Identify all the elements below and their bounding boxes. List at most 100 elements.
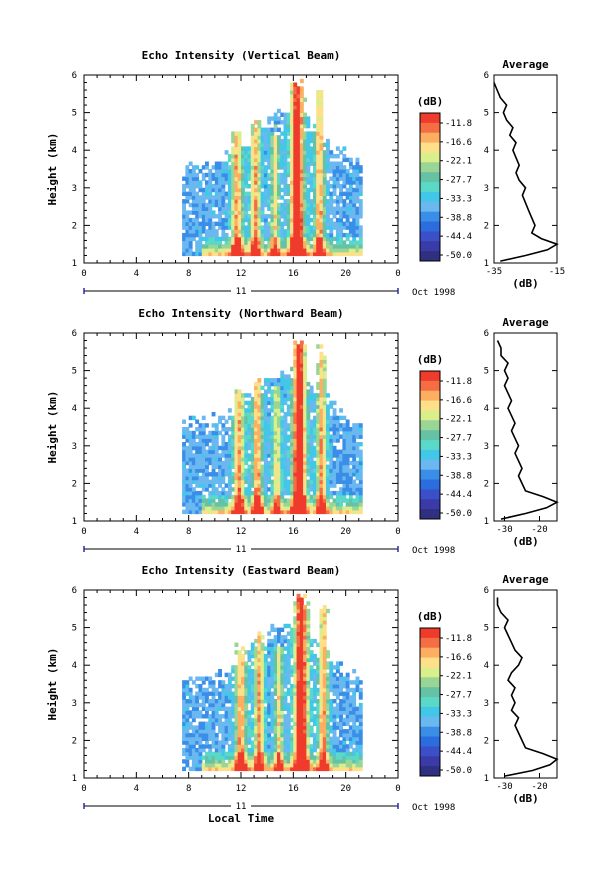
- avg-y-tick-label: 5: [484, 109, 489, 119]
- heatmap-cell: [202, 225, 206, 229]
- heatmap-cell: [329, 703, 333, 707]
- heatmap-cell: [182, 188, 186, 192]
- heatmap-cells: [182, 594, 363, 771]
- heatmap-cell: [359, 502, 363, 506]
- colorbar-label: -38.8: [445, 213, 472, 223]
- heatmap-cell: [310, 725, 314, 729]
- heatmap-cell: [339, 502, 343, 506]
- heatmap-cell: [280, 371, 284, 375]
- y-tick-label: 4: [72, 146, 77, 156]
- heatmap-cell: [323, 631, 327, 635]
- heatmap-cell: [359, 237, 363, 241]
- heatmap-cell: [293, 83, 297, 87]
- x-tick-label: 0: [81, 527, 86, 537]
- heatmap-cell: [221, 188, 225, 192]
- heatmap-cell: [195, 173, 199, 177]
- heatmap-cell: [208, 207, 212, 211]
- heatmap-cell: [192, 169, 196, 173]
- heatmap-cell: [359, 431, 363, 435]
- y-tick-label: 5: [72, 367, 77, 377]
- heatmap-cell: [329, 661, 333, 665]
- heatmap-cell: [359, 423, 363, 427]
- avg-y-tick-label: 3: [484, 442, 489, 452]
- heatmap-cell: [359, 457, 363, 461]
- heatmap-cell: [333, 188, 337, 192]
- x-tick-label: 16: [288, 527, 299, 537]
- heatmap-cell: [339, 150, 343, 154]
- heatmap-cell: [280, 225, 284, 229]
- panel-title: Echo Intensity (Northward Beam): [138, 307, 343, 320]
- heatmap-cell: [303, 594, 307, 598]
- heatmap-cell: [310, 386, 314, 390]
- heatmap-cell: [303, 352, 307, 356]
- heatmap-cell: [241, 188, 245, 192]
- x-tick-label: 0: [395, 527, 400, 537]
- heatmap-cell: [257, 378, 261, 382]
- heatmap-cell: [303, 374, 307, 378]
- avg-y-tick-label: 6: [484, 71, 489, 81]
- colorbar-label: -33.3: [445, 452, 472, 462]
- heatmap-cell: [205, 162, 209, 166]
- heatmap-cell: [306, 169, 310, 173]
- heatmap-cell: [287, 677, 291, 681]
- colorbar-swatch: [420, 231, 440, 241]
- heatmap-cell: [320, 135, 324, 139]
- colorbar-label: -11.8: [445, 377, 472, 387]
- heatmap-cell: [320, 105, 324, 109]
- avg-y-tick-label: 2: [484, 221, 489, 231]
- heatmap-cell: [306, 740, 310, 744]
- heatmap-cell: [342, 146, 346, 150]
- heatmap-cell: [356, 158, 360, 162]
- colorbar-label: -22.1: [445, 157, 472, 167]
- heatmap-cell: [277, 109, 281, 113]
- heatmap-cell: [212, 680, 216, 684]
- colorbar-label: -33.3: [445, 194, 472, 204]
- colorbar-swatch: [420, 123, 440, 133]
- month-label: Oct 1998: [412, 288, 455, 298]
- heatmap-cell: [284, 695, 288, 699]
- heatmap-cell: [300, 94, 304, 98]
- heatmap-cell: [261, 643, 265, 647]
- heatmap-cell: [310, 389, 314, 393]
- heatmap-cell: [323, 605, 327, 609]
- heatmap-cell: [202, 416, 206, 420]
- heatmap-cell: [267, 631, 271, 635]
- avg-y-tick-label: 3: [484, 184, 489, 194]
- heatmap-cell: [346, 465, 350, 469]
- heatmap-cell: [303, 363, 307, 367]
- heatmap-cell: [205, 740, 209, 744]
- colorbar-label: -50.0: [445, 509, 472, 519]
- heatmap-cell: [221, 744, 225, 748]
- heatmap-cell: [323, 363, 327, 367]
- heatmap-cell: [300, 105, 304, 109]
- y-tick-label: 3: [72, 442, 77, 452]
- heatmap-cell: [359, 476, 363, 480]
- heatmap-cell: [336, 146, 340, 150]
- heatmap-cell: [326, 143, 330, 147]
- heatmap-cell: [244, 703, 248, 707]
- heatmap-cell: [241, 646, 245, 650]
- heatmap-cell: [264, 483, 268, 487]
- heatmap-cell: [333, 483, 337, 487]
- heatmap-cell: [329, 229, 333, 233]
- heatmap-cell: [215, 427, 219, 431]
- heatmap-cell: [208, 169, 212, 173]
- heatmap-cell: [300, 79, 304, 83]
- heatmap-cell: [359, 225, 363, 229]
- heatmap-cell: [215, 229, 219, 233]
- avg-x-label: (dB): [512, 277, 539, 290]
- colorbar-swatch: [420, 241, 440, 251]
- colorbar-swatch: [420, 222, 440, 232]
- y-tick-label: 4: [72, 404, 77, 414]
- y-tick-label: 2: [72, 479, 77, 489]
- heatmap-cell: [323, 646, 327, 650]
- heatmap-cell: [306, 628, 310, 632]
- colorbar-swatch: [420, 212, 440, 222]
- heatmap-cell: [323, 628, 327, 632]
- heatmap-cell: [333, 408, 337, 412]
- colorbar: (dB)-11.8-16.6-22.1-27.7-33.3-38.8-44.4-…: [417, 353, 472, 520]
- colorbar-swatch: [420, 509, 440, 519]
- heatmap-cell: [323, 356, 327, 360]
